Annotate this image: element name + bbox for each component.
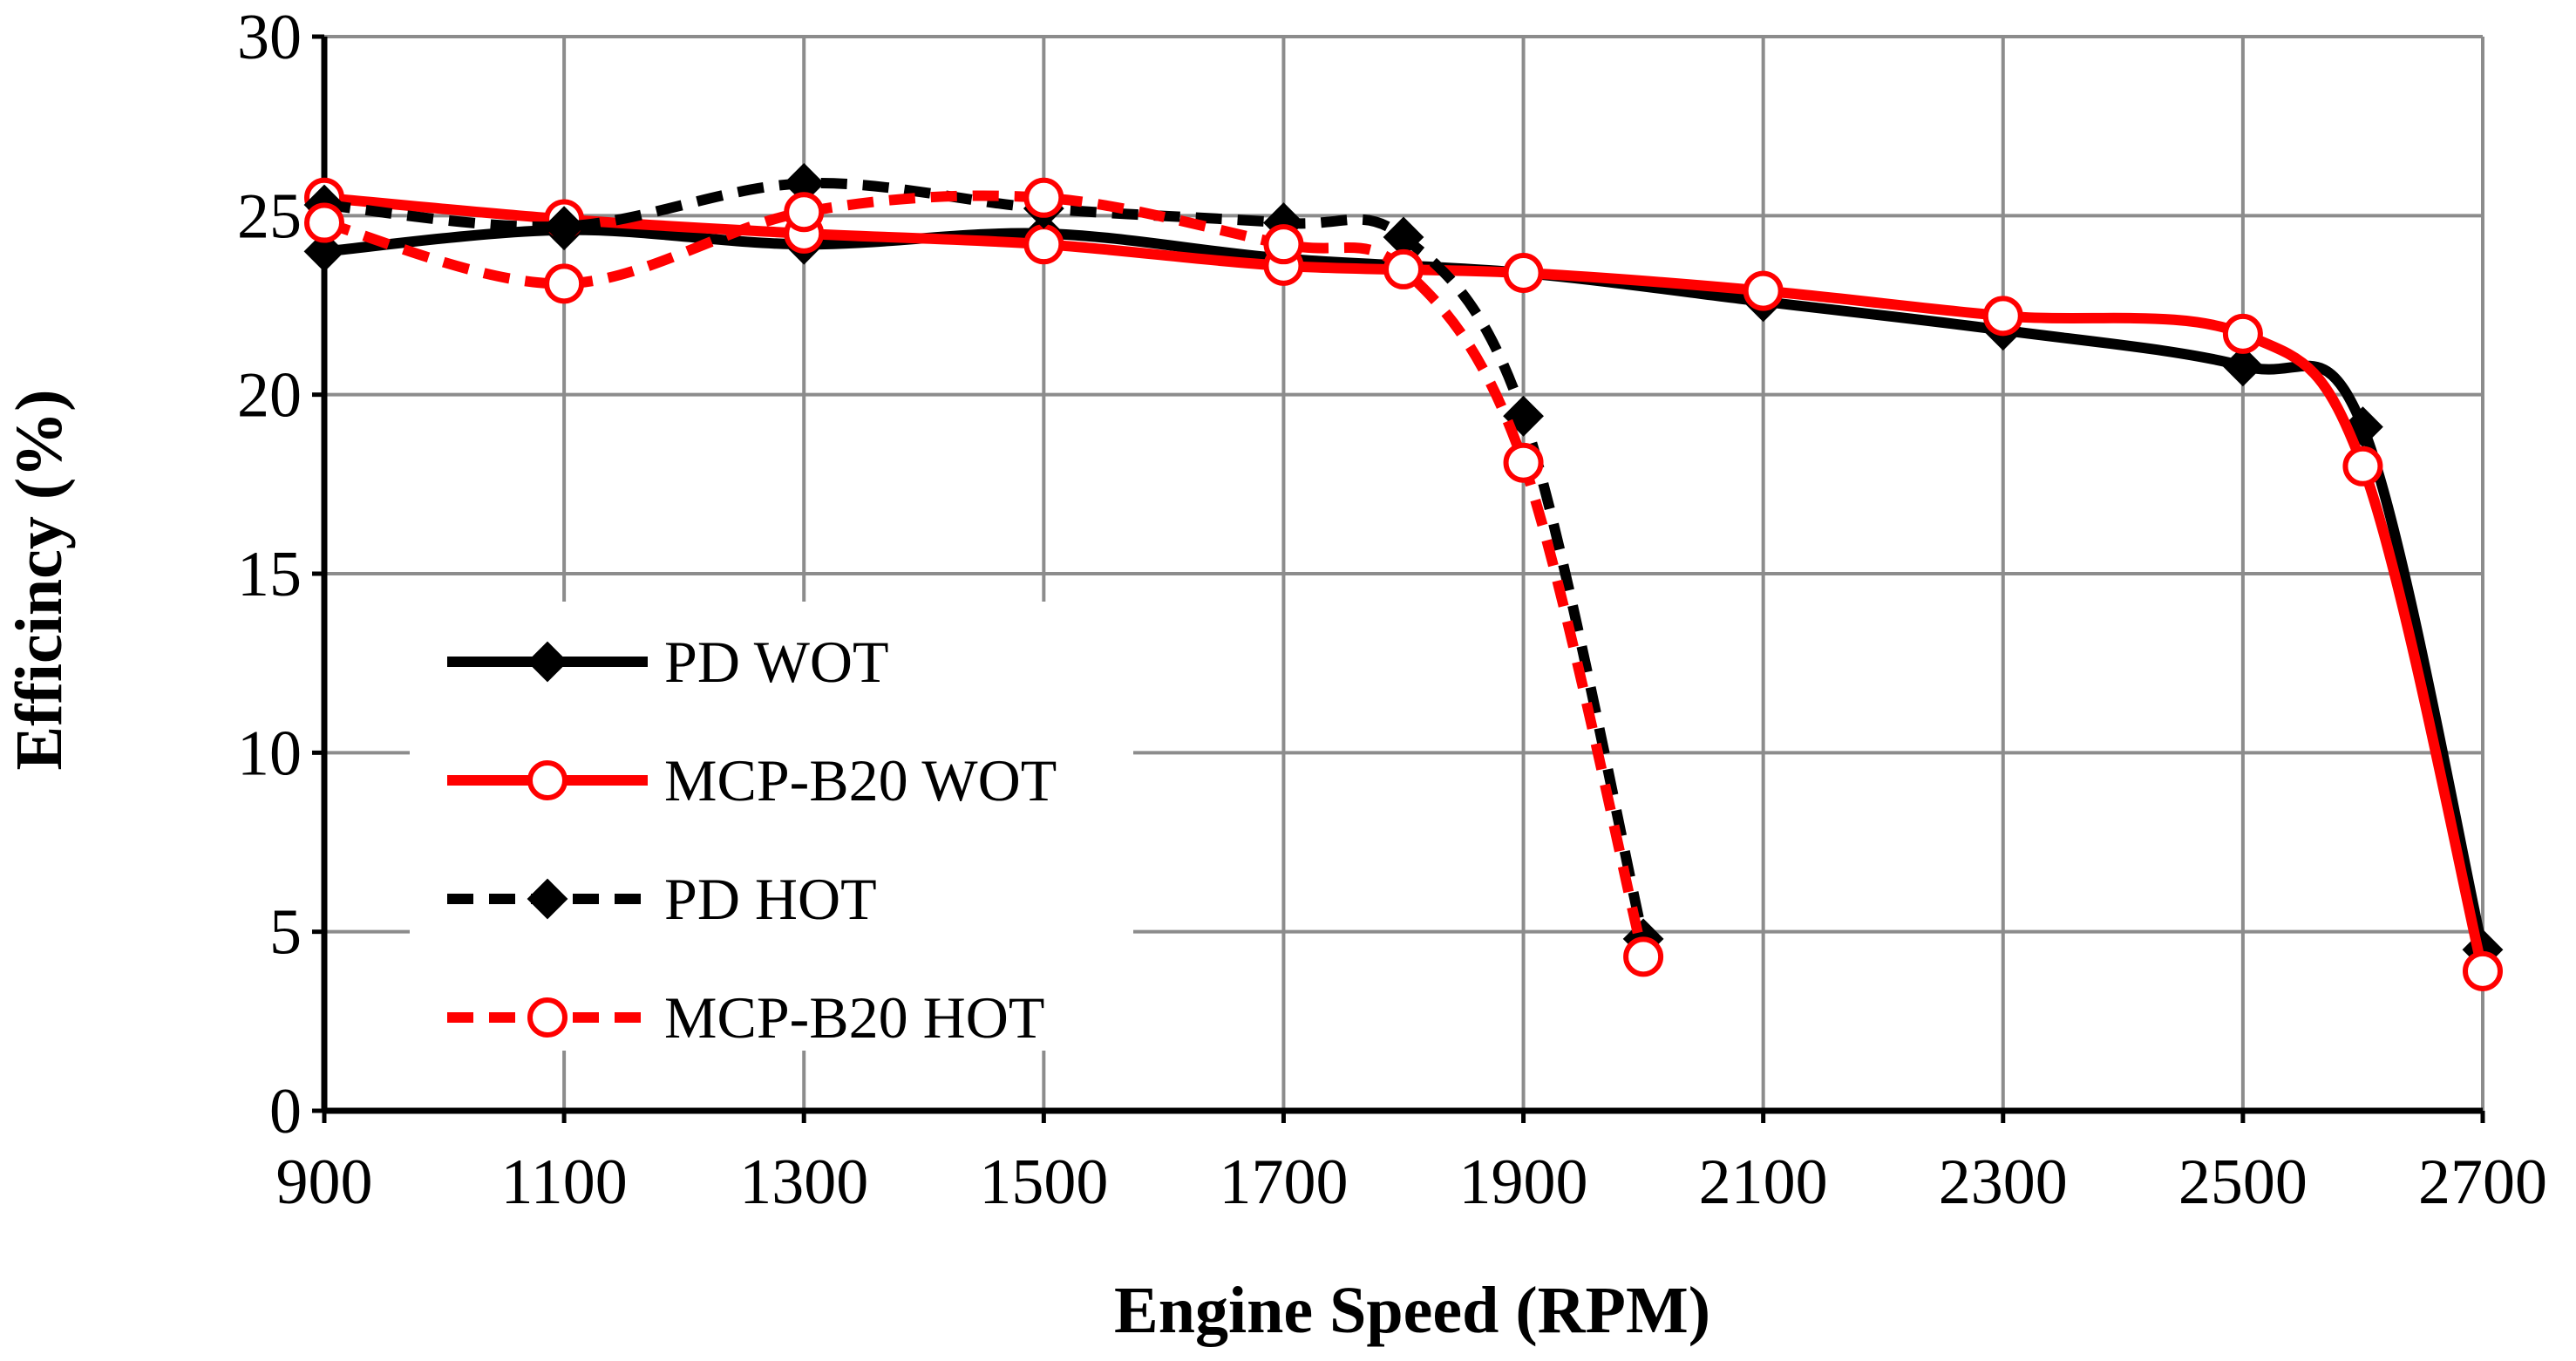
data-point-marker <box>1383 248 1424 289</box>
series-line <box>323 190 1648 958</box>
legend-box <box>410 602 1133 1051</box>
data-point-marker <box>1503 253 1544 294</box>
legend-item: MCP-B20 WOT <box>447 747 1057 813</box>
tick-labels: 900 1100 1300 1500 1700 1900 2100 2300 2500 2700 0… <box>237 2 2547 1218</box>
data-point-marker <box>1023 177 1064 218</box>
data-point-marker <box>1982 296 2023 337</box>
x-tick-label: 900 <box>276 1147 373 1218</box>
data-point-marker <box>1623 936 1664 977</box>
x-tick-label: 2100 <box>1699 1147 1828 1218</box>
x-tick-label: 1500 <box>979 1147 1108 1218</box>
legend-label: MCP-B20 WOT <box>664 747 1057 813</box>
series-line <box>323 178 1648 941</box>
x-tick-label: 1300 <box>739 1147 868 1218</box>
data-point-marker <box>784 192 825 233</box>
data-point-marker <box>304 202 344 243</box>
legend-marker <box>527 878 568 920</box>
legend-label: PD HOT <box>664 866 877 932</box>
x-tick-label: 1900 <box>1459 1147 1588 1218</box>
data-point-marker <box>1263 224 1304 265</box>
y-tick-label: 20 <box>237 360 302 432</box>
legend-item: MCP-B20 HOT <box>447 984 1044 1051</box>
data-point-marker <box>2222 313 2263 354</box>
x-tick-label: 2700 <box>2418 1147 2547 1218</box>
y-tick-label: 5 <box>269 897 302 969</box>
legend-label: MCP-B20 HOT <box>664 984 1044 1051</box>
y-tick-label: 10 <box>237 718 302 789</box>
legend-marker <box>527 641 568 683</box>
legend-item: PD HOT <box>447 866 877 932</box>
data-point-marker <box>2342 446 2383 487</box>
data-point-marker <box>544 263 585 304</box>
data-point-marker <box>2463 950 2503 991</box>
data-point-marker <box>1023 224 1064 265</box>
x-tick-label: 2300 <box>1939 1147 2068 1218</box>
y-tick-label: 25 <box>237 180 302 252</box>
y-axis-title: Efficincy (%) <box>3 390 76 771</box>
x-tick-label: 1100 <box>500 1147 627 1218</box>
data-point-marker <box>303 230 345 272</box>
series-group <box>303 162 2504 991</box>
legend-item: PD WOT <box>447 629 889 695</box>
x-tick-label: 1700 <box>1219 1147 1348 1218</box>
data-point-marker <box>1743 270 1784 311</box>
legend-marker <box>527 997 568 1038</box>
axes <box>312 34 2485 1123</box>
series-mcp-b20-hot <box>304 177 1664 977</box>
x-tick-label: 2500 <box>2178 1147 2308 1218</box>
legend: PD WOT MCP-B20 WOT PD HOT MCP-B20 HOT <box>410 602 1133 1051</box>
y-tick-label: 30 <box>237 2 302 73</box>
data-point-marker <box>543 206 585 248</box>
legend-marker <box>527 760 568 800</box>
legend-label: PD WOT <box>664 629 889 695</box>
x-axis-title: Engine Speed (RPM) <box>1114 1274 1710 1347</box>
data-point-marker <box>2222 345 2264 387</box>
data-point-marker <box>1503 442 1544 483</box>
y-tick-label: 15 <box>237 539 302 610</box>
y-tick-label: 0 <box>269 1076 302 1147</box>
